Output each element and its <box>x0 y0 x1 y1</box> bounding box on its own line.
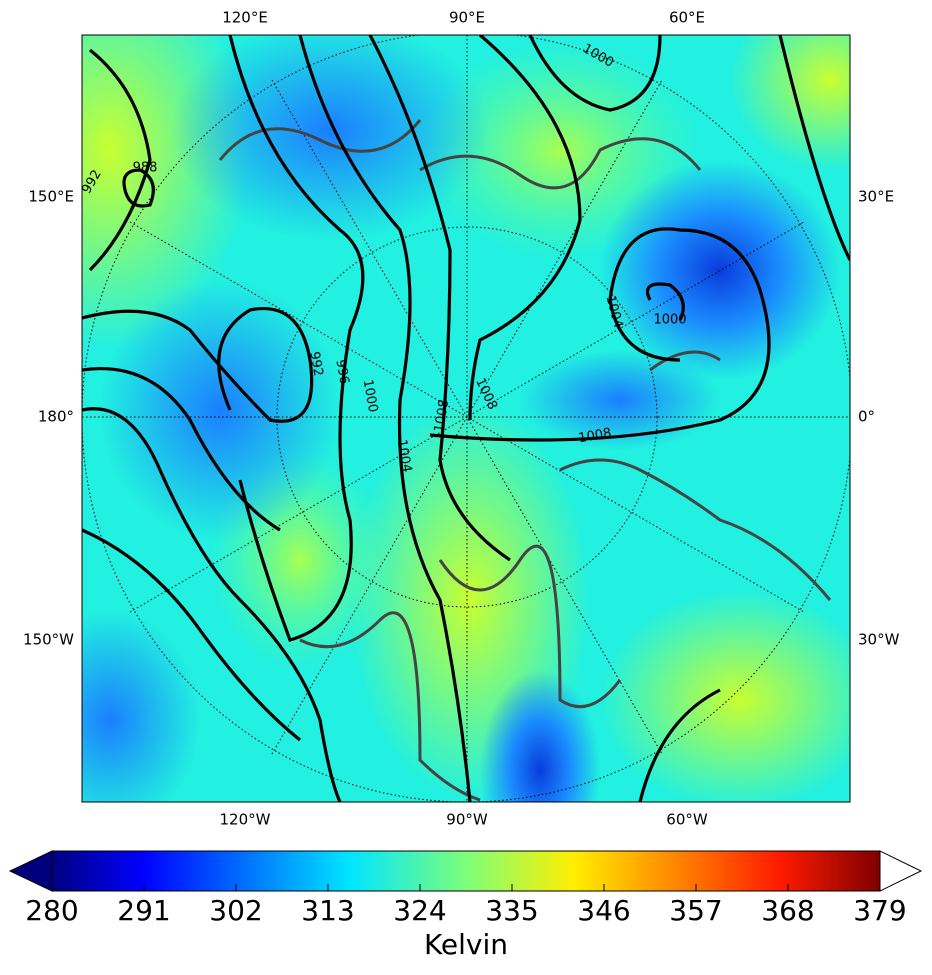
lon-label: 30°W <box>858 631 900 649</box>
lon-label: 60°W <box>666 811 708 829</box>
lon-label: 30°E <box>858 188 894 206</box>
map-field <box>82 35 850 802</box>
contour-label: 988 <box>133 161 158 176</box>
contour-label: 1000 <box>653 313 686 328</box>
contour-label: 1008 <box>577 426 612 447</box>
colorbar-tick-label: 368 <box>761 894 814 927</box>
lon-label: 120°E <box>222 9 268 27</box>
lon-label: 180° <box>38 408 74 426</box>
lon-label: 150°W <box>23 631 74 649</box>
colorbar-extend-low <box>8 850 53 892</box>
lon-label: 0° <box>858 408 875 426</box>
colorbar-tick-label: 313 <box>301 894 354 927</box>
contour-label: 1004 <box>394 438 415 473</box>
contour-label: 1000 <box>360 378 381 413</box>
lon-label: 90°E <box>449 9 485 27</box>
colorbar-label: Kelvin <box>424 928 508 961</box>
lon-label: 90°W <box>446 811 488 829</box>
colorbar-tick-label: 291 <box>117 894 170 927</box>
colorbar-tick-label: 280 <box>25 894 78 927</box>
map-frame <box>81 34 851 803</box>
colorbar-tick-label: 324 <box>393 894 446 927</box>
colorbar-tick-label: 346 <box>577 894 630 927</box>
colorbar-tick-label: 335 <box>485 894 538 927</box>
colorbar-extend-high <box>879 850 923 892</box>
colorbar-tick-label: 357 <box>669 894 722 927</box>
lon-label: 150°E <box>28 188 74 206</box>
contour-label: 1008 <box>432 398 453 433</box>
lon-label: 60°E <box>669 9 705 27</box>
colorbar-tick-label: 379 <box>853 894 906 927</box>
colorbar: Kelvin 280 291 302 313 324 335 346 357 368 379 <box>8 850 923 961</box>
lon-label: 120°W <box>220 811 271 829</box>
colorbar-body <box>51 850 881 892</box>
contour-label: 992 <box>306 350 325 377</box>
contour-label: 996 <box>332 358 351 385</box>
colorbar-tick-label: 302 <box>209 894 262 927</box>
